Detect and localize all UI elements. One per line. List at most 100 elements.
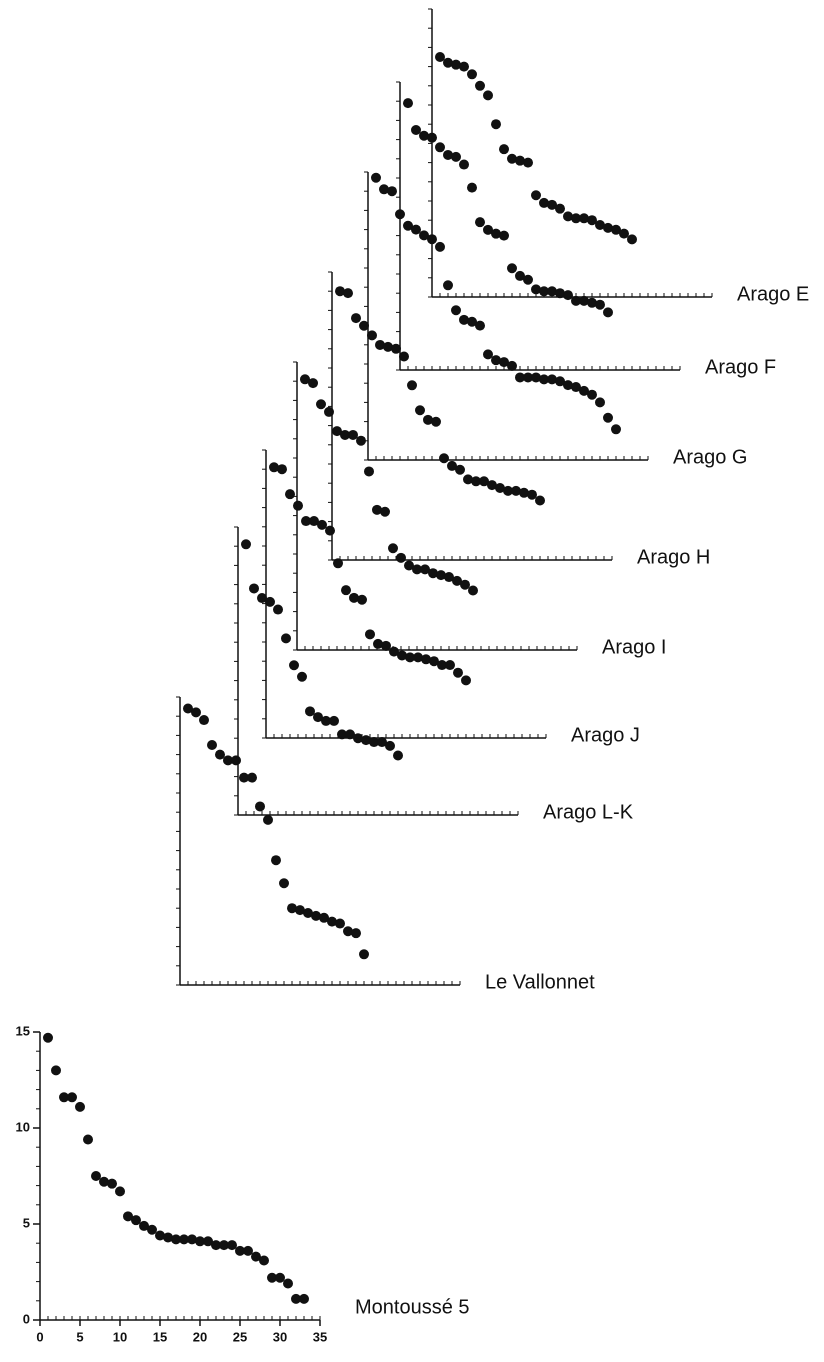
data-point	[407, 380, 417, 391]
data-point	[269, 462, 279, 473]
data-point	[404, 560, 414, 571]
data-point	[447, 460, 457, 471]
data-point	[445, 660, 455, 671]
data-point	[563, 211, 573, 222]
data-point	[475, 320, 485, 331]
data-point	[451, 151, 461, 162]
data-point	[343, 288, 353, 299]
data-point	[75, 1101, 85, 1112]
data-point	[317, 519, 327, 530]
data-point	[255, 801, 265, 812]
data-point	[171, 1234, 181, 1245]
x-tick-label: 15	[153, 1329, 167, 1344]
x-tick-label: 5	[76, 1329, 83, 1344]
data-point	[388, 543, 398, 554]
data-point	[309, 516, 319, 527]
data-point	[249, 583, 259, 594]
data-point	[535, 495, 545, 506]
data-point	[139, 1220, 149, 1231]
data-point	[380, 506, 390, 517]
data-point	[325, 525, 335, 536]
data-point	[411, 224, 421, 235]
x-tick-label: 25	[233, 1329, 247, 1344]
data-point	[515, 270, 525, 281]
data-point	[359, 949, 369, 960]
data-point	[371, 172, 381, 183]
x-tick-label: 20	[193, 1329, 207, 1344]
data-point	[195, 1236, 205, 1247]
data-point	[393, 750, 403, 761]
data-point	[259, 1255, 269, 1266]
data-point	[397, 650, 407, 661]
data-point	[215, 749, 225, 760]
data-point	[515, 155, 525, 166]
y-tick-label: 10	[16, 1119, 30, 1134]
data-point	[459, 61, 469, 72]
data-point	[455, 464, 465, 475]
y-tick-label: 15	[16, 1023, 30, 1038]
data-point	[587, 297, 597, 308]
data-point	[283, 1278, 293, 1289]
data-point	[619, 228, 629, 239]
data-point	[483, 224, 493, 235]
y-tick-label: 0	[23, 1311, 30, 1326]
data-point	[507, 360, 517, 371]
data-point	[91, 1171, 101, 1181]
data-point	[437, 660, 447, 671]
data-point	[163, 1232, 173, 1243]
data-point	[299, 1293, 309, 1304]
data-point	[429, 656, 439, 667]
data-point	[83, 1134, 93, 1145]
data-point	[257, 593, 267, 604]
data-point	[523, 372, 533, 383]
data-point	[563, 380, 573, 391]
data-point	[301, 516, 311, 527]
data-point	[507, 263, 517, 274]
x-tick-label: 35	[313, 1329, 327, 1344]
data-point	[348, 429, 358, 440]
data-point	[467, 69, 477, 80]
data-point	[273, 604, 283, 615]
data-point	[349, 592, 359, 603]
data-point	[539, 197, 549, 208]
data-point	[483, 349, 493, 360]
data-point	[467, 316, 477, 327]
data-point	[415, 405, 425, 416]
data-point	[435, 52, 445, 62]
data-point	[443, 280, 453, 291]
data-point	[207, 740, 217, 750]
data-point	[491, 119, 501, 130]
data-point	[327, 916, 337, 927]
data-point	[345, 729, 355, 740]
data-point	[305, 706, 315, 717]
data-point	[595, 220, 605, 230]
data-point	[291, 1293, 301, 1304]
data-point	[335, 918, 345, 929]
data-point	[364, 466, 374, 477]
data-point	[372, 504, 382, 515]
data-point	[503, 485, 513, 496]
data-point	[351, 313, 361, 324]
data-point	[263, 814, 273, 825]
y-tick-label: 5	[23, 1215, 30, 1230]
data-point	[475, 217, 485, 228]
data-point	[356, 435, 366, 446]
data-point	[187, 1234, 197, 1245]
data-point	[579, 295, 589, 306]
data-point	[571, 213, 581, 224]
data-point	[293, 500, 303, 511]
data-point	[267, 1272, 277, 1283]
data-point	[421, 654, 431, 665]
data-point	[271, 855, 281, 866]
data-point	[211, 1240, 221, 1251]
data-point	[351, 928, 361, 939]
data-point	[461, 675, 471, 686]
data-point	[547, 199, 557, 210]
data-point	[275, 1272, 285, 1283]
data-point	[603, 222, 613, 233]
data-point	[487, 480, 497, 491]
data-point	[333, 558, 343, 569]
data-point	[463, 474, 473, 485]
data-point	[321, 715, 331, 726]
